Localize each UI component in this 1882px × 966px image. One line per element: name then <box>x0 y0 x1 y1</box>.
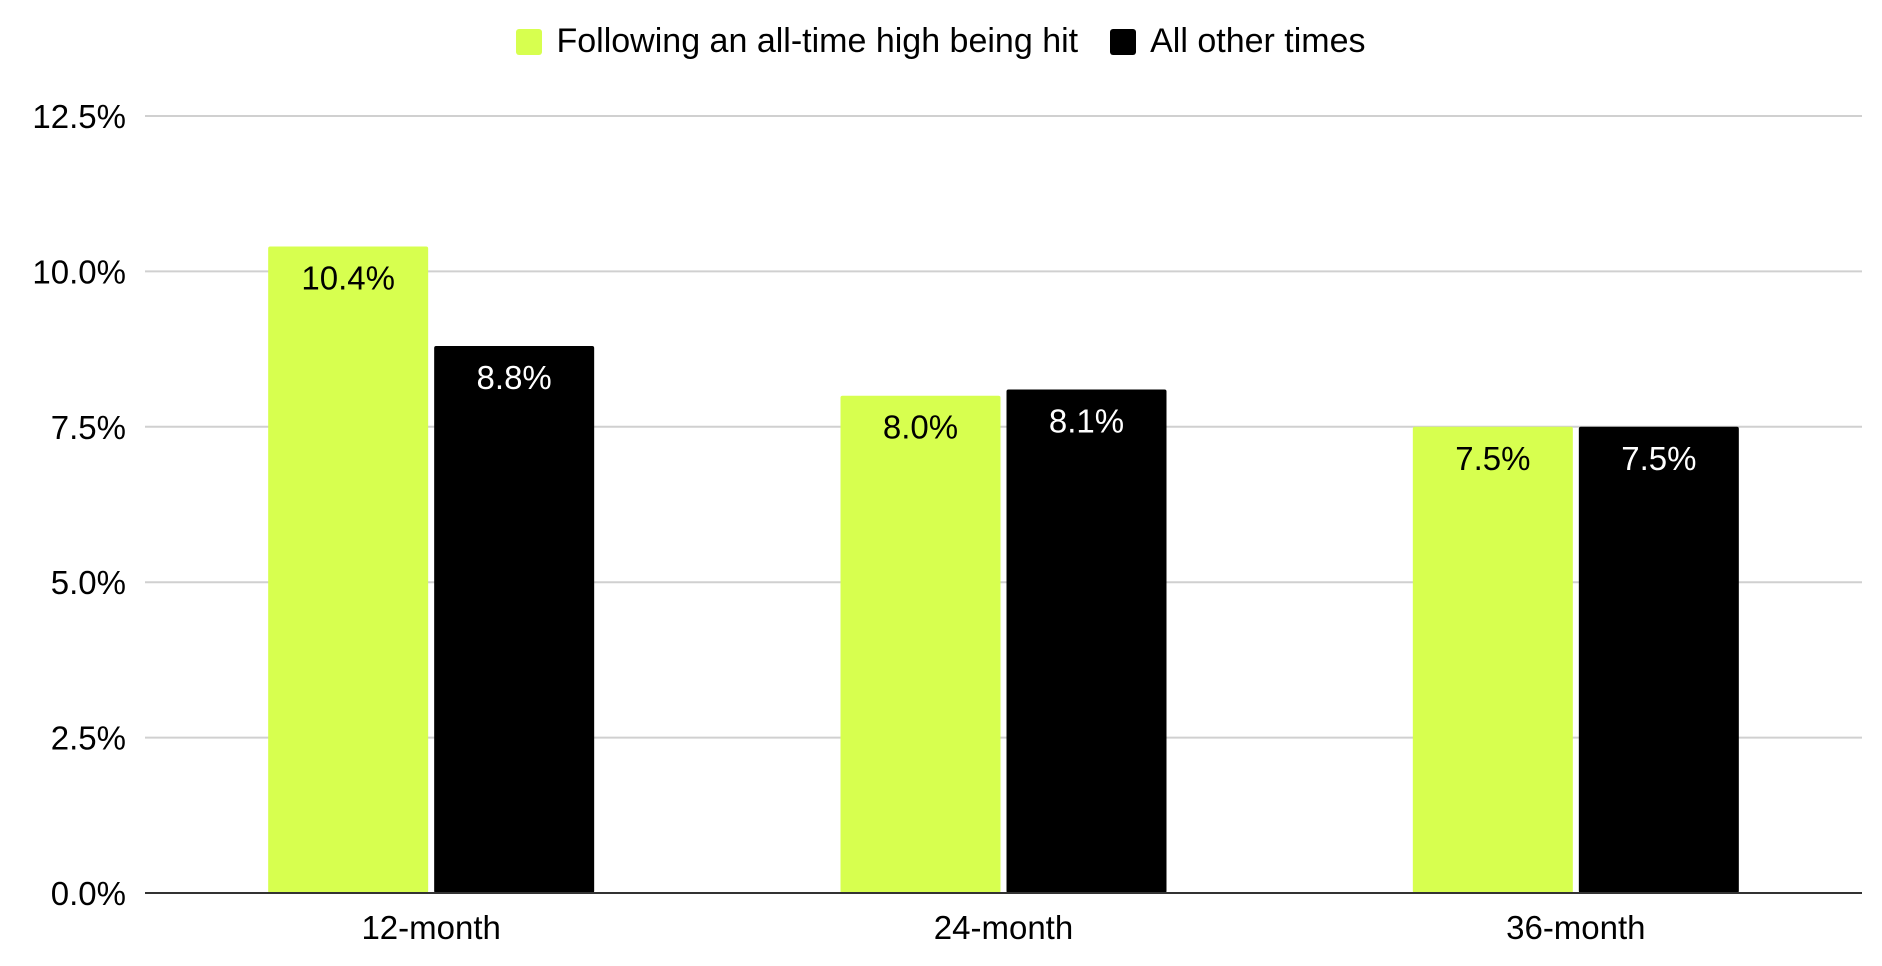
y-tick-label: 7.5% <box>51 409 126 446</box>
bar <box>840 395 1001 893</box>
legend-item-series-1: Following an all-time high being hit <box>516 22 1078 61</box>
bar <box>434 345 595 893</box>
y-tick-label: 2.5% <box>51 720 126 757</box>
x-tick-label: 24-month <box>934 909 1073 946</box>
y-tick-label: 5.0% <box>51 564 126 601</box>
legend-item-series-2: All other times <box>1110 22 1366 61</box>
legend-label-series-1: Following an all-time high being hit <box>556 22 1079 60</box>
x-tick-label: 12-month <box>361 909 500 946</box>
data-label: 10.4% <box>301 260 395 297</box>
y-tick-label: 0.0% <box>51 875 126 912</box>
bar <box>1006 389 1167 893</box>
legend-swatch-series-1 <box>516 28 543 55</box>
data-label: 8.1% <box>1049 403 1124 440</box>
bar <box>268 246 429 893</box>
data-label: 7.5% <box>1455 440 1530 477</box>
legend: Following an all-time high being hit All… <box>0 22 1882 61</box>
bar <box>1412 426 1573 893</box>
y-tick-label: 12.5% <box>32 98 126 135</box>
legend-label-series-2: All other times <box>1150 22 1366 60</box>
y-tick-label: 10.0% <box>32 253 126 290</box>
data-label: 8.0% <box>883 409 958 446</box>
legend-swatch-series-2 <box>1110 28 1137 55</box>
data-label: 7.5% <box>1621 440 1696 477</box>
x-tick-label: 36-month <box>1506 909 1645 946</box>
data-label: 8.8% <box>477 359 552 396</box>
bar <box>1578 426 1739 893</box>
